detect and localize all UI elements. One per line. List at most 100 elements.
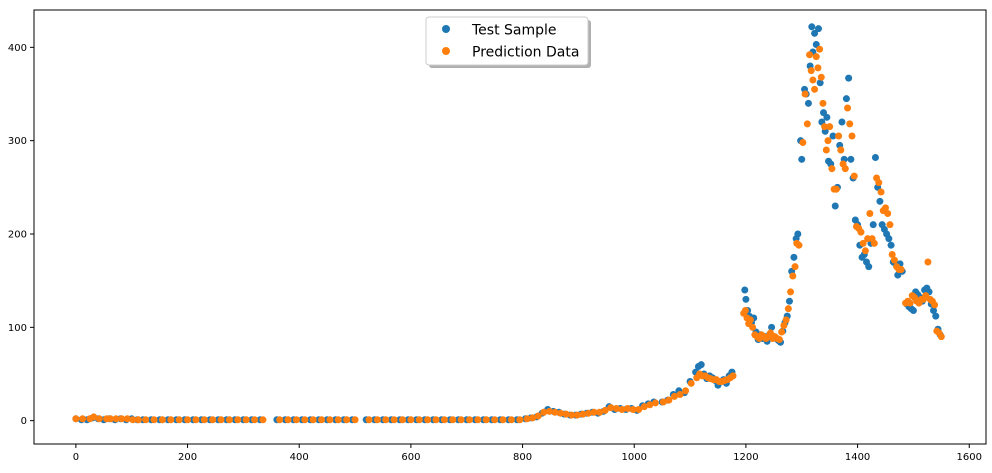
point-test-sample-179	[909, 307, 917, 315]
point-prediction-data-117	[775, 335, 783, 343]
point-prediction-data-55	[516, 416, 524, 424]
legend-label-prediction-data: Prediction Data	[472, 45, 579, 61]
point-prediction-data-58	[534, 412, 542, 420]
point-prediction-data-67	[584, 409, 592, 417]
series-prediction-data	[72, 45, 945, 424]
point-prediction-data-132	[809, 76, 817, 84]
point-prediction-data-70	[601, 406, 609, 414]
point-prediction-data-35	[343, 416, 351, 424]
point-prediction-data-57	[529, 414, 537, 422]
point-prediction-data-21	[217, 416, 225, 424]
point-test-sample-88	[697, 361, 705, 369]
point-prediction-data-43	[415, 416, 423, 424]
point-test-sample-121	[785, 297, 793, 305]
point-prediction-data-9	[123, 415, 131, 423]
point-prediction-data-133	[811, 85, 819, 93]
point-prediction-data-51	[482, 416, 490, 424]
point-prediction-data-47	[449, 416, 457, 424]
point-prediction-data-41	[399, 416, 407, 424]
point-test-sample-163	[871, 153, 879, 161]
point-prediction-data-3	[90, 413, 98, 421]
point-prediction-data-118	[778, 328, 786, 336]
point-prediction-data-29	[292, 416, 300, 424]
point-prediction-data-136	[816, 45, 824, 53]
point-prediction-data-22	[225, 416, 233, 424]
legend-label-test-sample: Test Sample	[471, 23, 557, 39]
point-test-sample-152	[847, 155, 855, 163]
point-prediction-data-16	[175, 416, 183, 424]
point-prediction-data-153	[850, 172, 858, 180]
point-prediction-data-141	[824, 137, 832, 145]
point-prediction-data-31	[309, 416, 317, 424]
point-test-sample-189	[932, 312, 940, 320]
point-prediction-data-177	[906, 299, 914, 307]
point-prediction-data-119	[780, 321, 788, 329]
y-tick-label-100: 100	[8, 323, 27, 334]
y-tick-label-0: 0	[21, 416, 27, 427]
point-prediction-data-131	[807, 67, 815, 75]
point-prediction-data-146	[835, 132, 843, 140]
point-prediction-data-160	[866, 209, 874, 217]
x-tick-label-600: 600	[401, 452, 420, 463]
point-prediction-data-62	[557, 409, 565, 417]
point-prediction-data-23	[234, 416, 242, 424]
legend: Test Sample Prediction Data	[425, 16, 591, 68]
point-prediction-data-8	[118, 415, 126, 423]
point-prediction-data-37	[365, 416, 373, 424]
point-prediction-data-168	[884, 209, 892, 217]
point-prediction-data-152	[848, 132, 856, 140]
x-tick-label-1000: 1000	[622, 452, 647, 463]
point-prediction-data-126	[795, 241, 803, 249]
point-prediction-data-12	[142, 416, 150, 424]
point-prediction-data-20	[209, 416, 217, 424]
y-tick-label-300: 300	[8, 136, 27, 147]
point-test-sample-169	[885, 235, 893, 243]
point-prediction-data-164	[875, 179, 883, 187]
point-prediction-data-137	[817, 73, 825, 81]
y-axis: 0 100 200 300 400	[8, 43, 34, 427]
point-prediction-data-145	[832, 185, 840, 193]
point-prediction-data-69	[596, 408, 604, 416]
point-prediction-data-81	[665, 396, 673, 404]
point-prediction-data-121	[784, 305, 792, 313]
point-prediction-data-120	[782, 316, 790, 324]
point-prediction-data-147	[837, 146, 845, 154]
x-tick-label-0: 0	[73, 452, 79, 463]
x-tick-label-200: 200	[178, 452, 197, 463]
point-prediction-data-4	[95, 415, 103, 423]
point-prediction-data-17	[184, 416, 192, 424]
point-test-sample-165	[876, 197, 884, 205]
point-prediction-data-165	[877, 188, 885, 196]
point-prediction-data-63	[562, 410, 570, 418]
point-prediction-data-139	[821, 123, 829, 131]
point-prediction-data-68	[590, 408, 598, 416]
point-prediction-data-188	[931, 301, 939, 309]
point-prediction-data-124	[791, 263, 799, 271]
point-prediction-data-77	[640, 403, 648, 411]
point-prediction-data-24	[242, 416, 250, 424]
plot-frame	[33, 9, 987, 445]
point-prediction-data-174	[897, 265, 905, 273]
point-prediction-data-150	[844, 104, 852, 112]
point-prediction-data-15	[167, 416, 175, 424]
point-test-sample-170	[887, 241, 895, 249]
point-test-sample-125	[794, 230, 802, 238]
x-tick-label-1600: 1600	[957, 452, 982, 463]
point-test-sample-188	[930, 307, 938, 315]
point-prediction-data-140	[822, 146, 830, 154]
point-prediction-data-105	[749, 323, 757, 331]
point-prediction-data-158	[861, 247, 869, 255]
point-test-sample-136	[814, 25, 822, 33]
point-prediction-data-74	[624, 405, 632, 413]
point-prediction-data-48	[457, 416, 465, 424]
x-axis: 0 200 400 600 800 1000 1200 1400 1600	[73, 444, 982, 463]
plot-background	[34, 10, 986, 444]
point-prediction-data-151	[846, 120, 854, 128]
point-prediction-data-36	[351, 416, 359, 424]
point-prediction-data-122	[787, 288, 795, 296]
point-prediction-data-72	[612, 405, 620, 413]
point-prediction-data-162	[870, 239, 878, 247]
point-prediction-data-191	[937, 333, 945, 341]
point-prediction-data-59	[540, 408, 548, 416]
x-tick-label-400: 400	[290, 452, 309, 463]
